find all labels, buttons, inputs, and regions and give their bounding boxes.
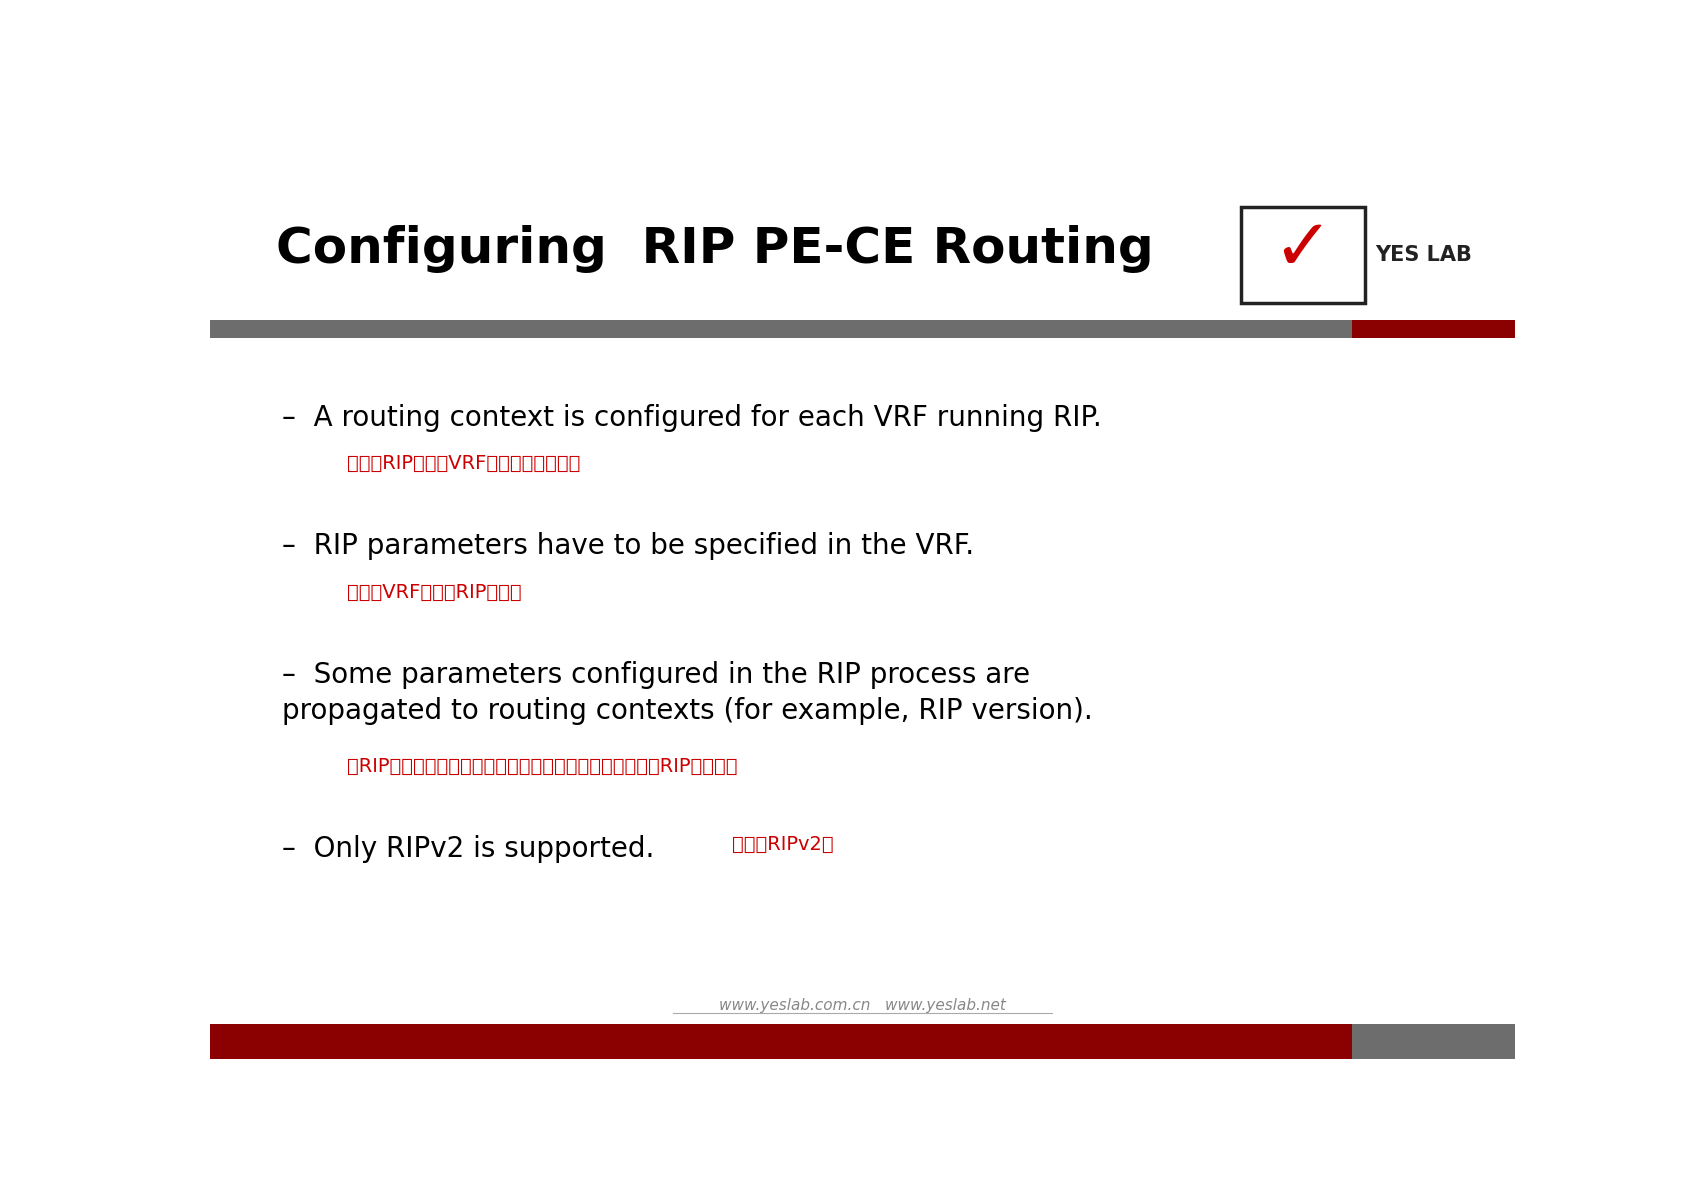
Text: 只支持RIPv2。: 只支持RIPv2。 (732, 834, 833, 853)
Bar (1351, 1025, 1514, 1059)
Text: –  Some parameters configured in the RIP process are
propagated to routing conte: – Some parameters configured in the RIP … (283, 660, 1092, 726)
Text: ✓: ✓ (1272, 215, 1332, 284)
Text: –  Only RIPv2 is supported.: – Only RIPv2 is supported. (283, 834, 654, 863)
Bar (210, 1025, 1351, 1059)
Text: 必须在VRF中指定RIP参数。: 必须在VRF中指定RIP参数。 (346, 583, 521, 602)
Text: YES LAB: YES LAB (1374, 245, 1472, 265)
Bar (210, 320, 1351, 338)
Bar (1351, 320, 1514, 338)
Text: 为运行RIP的每个VRF配置路由上下文。: 为运行RIP的每个VRF配置路由上下文。 (346, 455, 580, 474)
Text: Configuring  RIP PE-CE Routing: Configuring RIP PE-CE Routing (276, 225, 1152, 274)
Bar (1240, 207, 1364, 303)
Text: www.yeslab.com.cn   www.yeslab.net: www.yeslab.com.cn www.yeslab.net (718, 998, 1006, 1014)
Text: –  RIP parameters have to be specified in the VRF.: – RIP parameters have to be specified in… (283, 532, 974, 560)
Text: 在RIP进程中配置的一些参数被传播到路由上下文（例如，RIP版本）。: 在RIP进程中配置的一些参数被传播到路由上下文（例如，RIP版本）。 (346, 757, 737, 776)
Text: –  A routing context is configured for each VRF running RIP.: – A routing context is configured for ea… (283, 403, 1102, 432)
